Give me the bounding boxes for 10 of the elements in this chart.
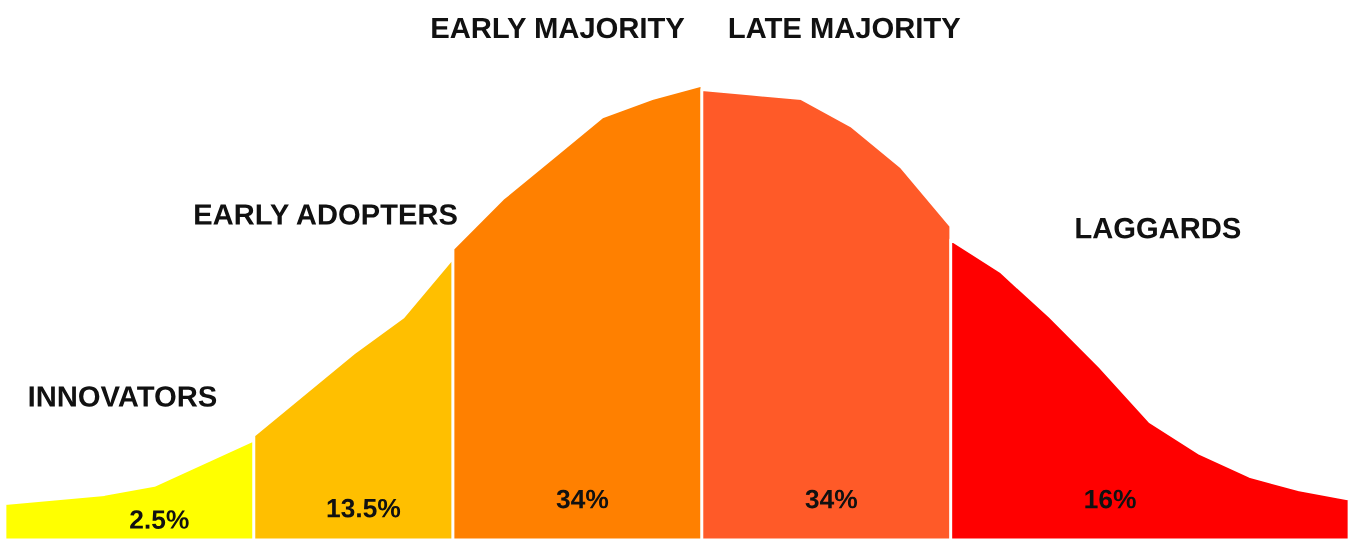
annotation: 34% <box>805 489 858 509</box>
annotation: 2.5% <box>130 510 189 529</box>
annotation: 16% <box>1085 489 1136 509</box>
text: LATE MAJORITY <box>729 17 961 39</box>
annotation: INNOVATORS <box>29 386 217 407</box>
annotation: LAGGARDS <box>1076 217 1241 239</box>
annotation: EARLY ADOPTERS <box>195 204 457 225</box>
text: EARLY MAJORITY <box>432 17 685 39</box>
annotation: 34% <box>556 489 609 509</box>
annotation: 13.5% <box>327 498 401 518</box>
